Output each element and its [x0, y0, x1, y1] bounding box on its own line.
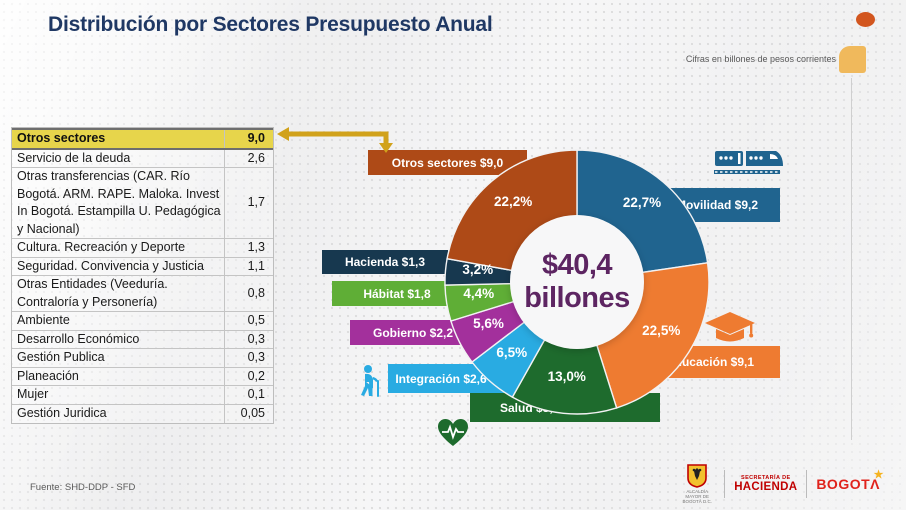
table-cell-value: 2,6	[247, 150, 265, 165]
table-cell-value: 0,2	[247, 368, 265, 383]
table-cell-label: Gestión Publica	[12, 349, 225, 367]
bogota-logo: BOGOTΛ ★	[816, 469, 883, 492]
table-row: Gestión Juridica 0,05	[12, 404, 273, 423]
table-cell-value: 0,3	[247, 350, 265, 364]
table-cell-value: 1,3	[247, 240, 265, 254]
table-cell-value: 0,8	[247, 285, 265, 300]
secretaria-line1: SECRETARÍA DE	[741, 475, 791, 481]
table-row: Desarrollo Económico 0,3	[12, 330, 273, 349]
elderly-person-icon	[361, 365, 379, 397]
alcaldia-crest-icon	[687, 464, 708, 488]
table-row: Otras transferencias (CAR. Río Bogotá. A…	[12, 168, 273, 239]
logo-divider	[724, 470, 726, 498]
bogota-star-icon: ★	[873, 469, 884, 481]
bogota-text: BOGOT	[816, 476, 871, 492]
deco-circle	[856, 12, 875, 27]
table-cell-value: 1,7	[247, 195, 265, 210]
logo-strip: ALCALDÍA MAYOR DE BOGOTÁ D.C. SECRETARÍA…	[679, 464, 883, 504]
table-to-chart-arrow-icon	[277, 127, 393, 153]
sectors-table: Otros sectores 9,0 Servicio de la deuda 2,6…	[11, 127, 274, 424]
sector-label-text: Hábitat $1,8	[363, 286, 431, 301]
secretaria-line2: HACIENDA	[734, 481, 798, 493]
table-cell-value: 0,5	[247, 313, 265, 327]
table-cell-label: Planeación	[12, 367, 225, 385]
table-cell-label: Seguridad. Convivencia y Justicia	[12, 257, 225, 275]
secretaria-hacienda-logo: SECRETARÍA DE HACIENDA	[734, 475, 797, 493]
table-cell-value: 9,0	[247, 131, 265, 145]
deco-vertical-line	[851, 78, 852, 440]
page-title: Distribución por Sectores Presupuesto An…	[48, 13, 493, 36]
heart-pulse-icon	[438, 419, 468, 446]
table-cell-value: 0,05	[240, 405, 265, 420]
table-row: Mujer 0,1	[12, 386, 273, 405]
table-cell-label: Otras transferencias (CAR. Río Bogotá. A…	[12, 168, 225, 238]
alcaldia-caption: ALCALDÍA MAYOR DE BOGOTÁ D.C.	[682, 489, 712, 504]
table-cell-value: 0,3	[247, 331, 265, 346]
total-amount: $40,4	[541, 249, 613, 281]
train-icon	[714, 151, 783, 174]
table-cell-label: Otras Entidades (Veeduría. Contraloría y…	[12, 276, 225, 311]
sector-label-text: Hacienda $1,3	[344, 255, 426, 269]
table-cell-label: Desarrollo Económico	[12, 330, 225, 348]
table-cell-label: Gestión Juridica	[12, 404, 225, 423]
table-cell-label: Cultura. Recreación y Deporte	[12, 239, 225, 257]
table-row: Otros sectores 9,0	[12, 128, 273, 150]
table-cell-label: Servicio de la deuda	[12, 149, 225, 167]
table-row: Gestión Publica 0,3	[12, 349, 273, 368]
table-cell-label: Otros sectores	[12, 130, 225, 148]
table-row: Ambiente 0,5	[12, 312, 273, 331]
logo-divider	[806, 470, 808, 498]
table-cell-value: 0,1	[247, 387, 265, 401]
donut-center-total: $40,4 billones	[507, 249, 647, 317]
alcaldia-logo: ALCALDÍA MAYOR DE BOGOTÁ D.C.	[679, 464, 715, 504]
total-units: billones	[524, 282, 630, 314]
units-note: Cifras en billones de pesos corrientes	[685, 54, 836, 64]
source-note: Fuente: SHD-DDP - SFD	[30, 482, 136, 493]
table-row: Cultura. Recreación y Deporte 1,3	[12, 239, 273, 258]
table-row: Servicio de la deuda 2,6	[12, 149, 273, 168]
table-cell-label: Mujer	[12, 386, 225, 404]
graduation-cap-icon	[705, 312, 755, 342]
table-cell-value: 1,1	[247, 258, 265, 273]
table-row: Seguridad. Convivencia y Justicia 1,1	[12, 257, 273, 276]
table-row: Otras Entidades (Veeduría. Contraloría y…	[12, 276, 273, 312]
bogota-a: Λ	[870, 476, 880, 492]
table-cell-label: Ambiente	[12, 312, 225, 330]
deco-square	[839, 46, 866, 73]
table-row: Planeación 0,2	[12, 367, 273, 386]
